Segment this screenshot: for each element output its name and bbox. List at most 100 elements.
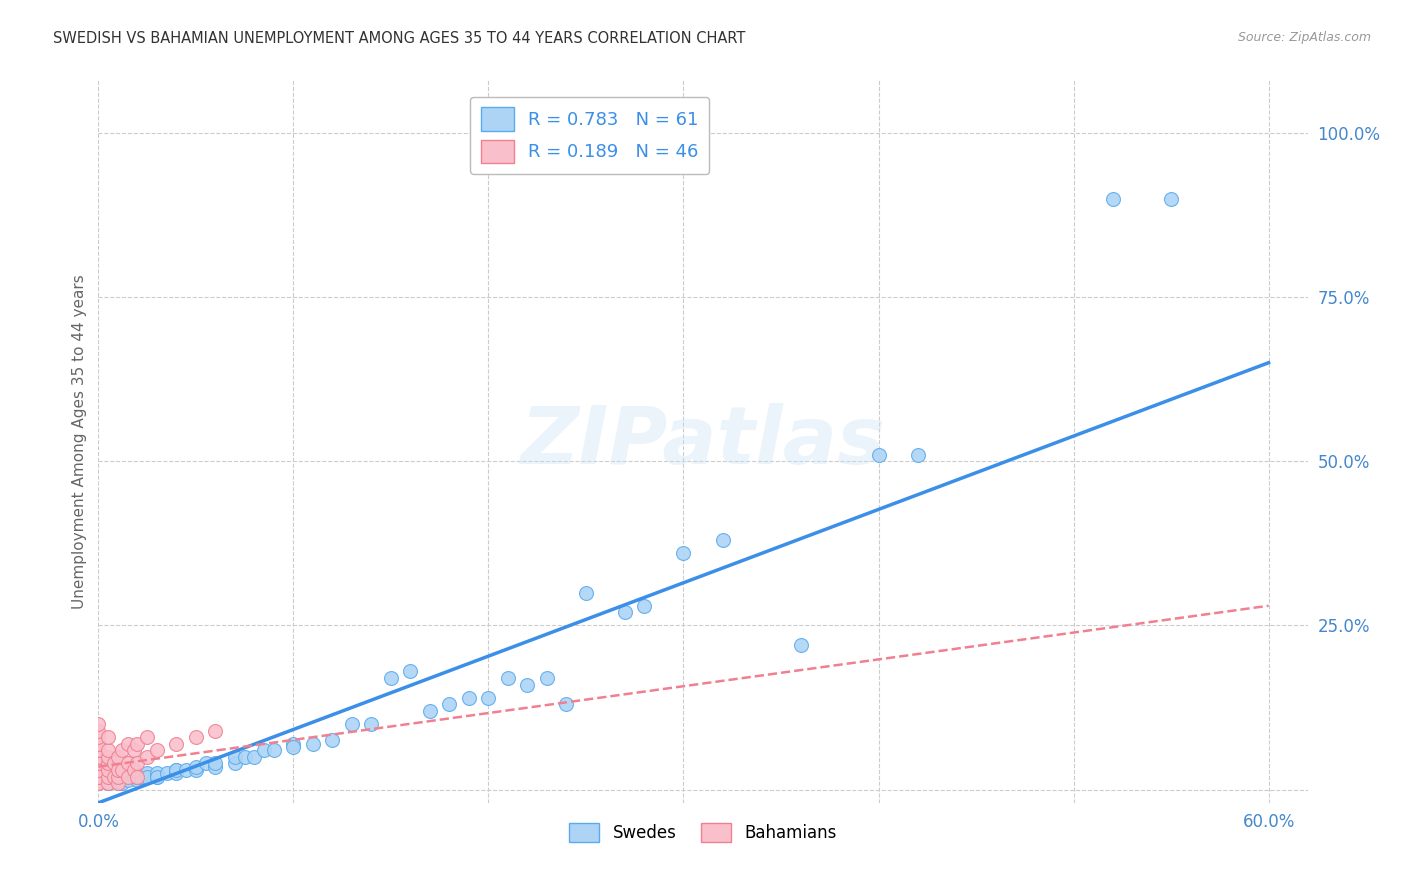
Point bbox=[97, 730, 120, 744]
Point bbox=[174, 763, 197, 777]
Point bbox=[131, 770, 153, 784]
Point bbox=[117, 737, 139, 751]
Point bbox=[146, 766, 169, 780]
Point bbox=[97, 776, 120, 790]
Point bbox=[97, 770, 120, 784]
Point bbox=[360, 717, 382, 731]
Point bbox=[672, 546, 695, 560]
Point bbox=[204, 723, 226, 738]
Point bbox=[127, 772, 149, 787]
Point bbox=[87, 743, 110, 757]
Point bbox=[233, 749, 256, 764]
Point bbox=[122, 763, 145, 777]
Point bbox=[136, 730, 159, 744]
Point bbox=[87, 717, 110, 731]
Point bbox=[156, 766, 179, 780]
Point bbox=[117, 772, 139, 787]
Text: ZIPatlas: ZIPatlas bbox=[520, 402, 886, 481]
Point bbox=[127, 770, 149, 784]
Point bbox=[536, 671, 558, 685]
Point bbox=[146, 743, 169, 757]
Point bbox=[184, 760, 207, 774]
Point bbox=[789, 638, 811, 652]
Text: SWEDISH VS BAHAMIAN UNEMPLOYMENT AMONG AGES 35 TO 44 YEARS CORRELATION CHART: SWEDISH VS BAHAMIAN UNEMPLOYMENT AMONG A… bbox=[53, 31, 745, 46]
Point bbox=[419, 704, 441, 718]
Point bbox=[107, 749, 129, 764]
Point bbox=[87, 749, 110, 764]
Point bbox=[633, 599, 655, 613]
Text: Source: ZipAtlas.com: Source: ZipAtlas.com bbox=[1237, 31, 1371, 45]
Point bbox=[399, 665, 422, 679]
Point bbox=[224, 756, 246, 771]
Point bbox=[477, 690, 499, 705]
Point bbox=[496, 671, 519, 685]
Point bbox=[103, 756, 125, 771]
Point bbox=[194, 756, 217, 771]
Point bbox=[97, 770, 120, 784]
Point bbox=[103, 770, 125, 784]
Point bbox=[165, 763, 187, 777]
Point bbox=[165, 766, 187, 780]
Point bbox=[97, 776, 120, 790]
Point bbox=[107, 776, 129, 790]
Point bbox=[117, 770, 139, 784]
Point bbox=[283, 737, 305, 751]
Point bbox=[184, 730, 207, 744]
Point bbox=[87, 743, 110, 757]
Point bbox=[87, 770, 110, 784]
Point bbox=[575, 585, 598, 599]
Point bbox=[127, 770, 149, 784]
Point bbox=[127, 737, 149, 751]
Point bbox=[439, 698, 461, 712]
Point bbox=[302, 737, 325, 751]
Point bbox=[283, 739, 305, 754]
Point bbox=[87, 763, 110, 777]
Point bbox=[136, 749, 159, 764]
Point bbox=[122, 743, 145, 757]
Point bbox=[97, 756, 120, 771]
Point bbox=[87, 723, 110, 738]
Point bbox=[87, 749, 110, 764]
Point bbox=[165, 763, 187, 777]
Point bbox=[107, 763, 129, 777]
Point bbox=[97, 763, 120, 777]
Point bbox=[87, 776, 110, 790]
Point bbox=[87, 730, 110, 744]
Point bbox=[111, 763, 134, 777]
Point bbox=[516, 677, 538, 691]
Point bbox=[380, 671, 402, 685]
Point bbox=[87, 737, 110, 751]
Point bbox=[136, 766, 159, 780]
Point bbox=[1160, 192, 1182, 206]
Point bbox=[87, 772, 110, 787]
Point bbox=[117, 756, 139, 771]
Point bbox=[122, 770, 145, 784]
Point bbox=[87, 737, 110, 751]
Point bbox=[614, 605, 637, 619]
Point bbox=[111, 776, 134, 790]
Y-axis label: Unemployment Among Ages 35 to 44 years: Unemployment Among Ages 35 to 44 years bbox=[72, 274, 87, 609]
Point bbox=[107, 772, 129, 787]
Point bbox=[907, 448, 929, 462]
Point bbox=[146, 770, 169, 784]
Point bbox=[253, 743, 276, 757]
Point bbox=[711, 533, 734, 547]
Point bbox=[87, 756, 110, 771]
Point bbox=[555, 698, 578, 712]
Point bbox=[224, 749, 246, 764]
Point bbox=[97, 749, 120, 764]
Point bbox=[97, 743, 120, 757]
Point bbox=[87, 776, 110, 790]
Point bbox=[136, 770, 159, 784]
Point bbox=[107, 770, 129, 784]
Point bbox=[87, 763, 110, 777]
Point bbox=[321, 733, 343, 747]
Point bbox=[117, 770, 139, 784]
Point bbox=[340, 717, 363, 731]
Point bbox=[184, 763, 207, 777]
Point bbox=[243, 749, 266, 764]
Point bbox=[204, 760, 226, 774]
Point bbox=[87, 756, 110, 771]
Point bbox=[1101, 192, 1123, 206]
Legend: Swedes, Bahamians: Swedes, Bahamians bbox=[562, 816, 844, 848]
